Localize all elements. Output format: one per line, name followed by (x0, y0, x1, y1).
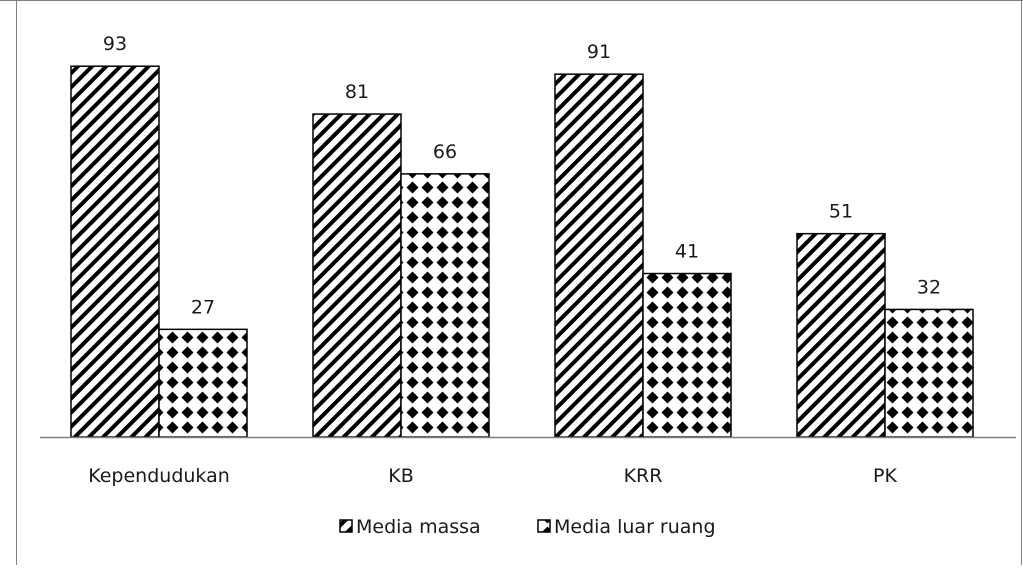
legend-label-media-luar-ruang: Media luar ruang (554, 516, 716, 538)
legend-swatch-media-luar-ruang (537, 519, 551, 533)
data-label-media-massa-pk: 51 (829, 201, 853, 223)
bar-media-luar-ruang-kb (400, 173, 490, 438)
data-labels-layer: 93 27 81 66 91 41 51 32 (103, 33, 941, 318)
x-tick-label-pk: PK (873, 465, 897, 487)
data-label-media-massa-krr: 91 (587, 41, 611, 63)
x-tick-label-kependudukan: Kependudukan (88, 465, 230, 487)
legend-swatch-media-massa (339, 519, 353, 533)
bar-media-massa-krr (554, 73, 644, 438)
bars-layer (70, 65, 974, 438)
x-axis: Kependudukan KB KRR PK (40, 436, 1016, 487)
bar-media-luar-ruang-kependudukan (158, 328, 248, 438)
bar-media-luar-ruang-krr (642, 272, 732, 438)
bar-media-massa-kependudukan (70, 65, 160, 438)
bar-media-massa-kb (312, 113, 402, 438)
data-label-media-luar-ruang-kb: 66 (433, 141, 457, 163)
x-tick-label-kb: KB (388, 465, 414, 487)
legend: Media massa Media luar ruang (339, 516, 716, 538)
data-label-media-luar-ruang-kependudukan: 27 (191, 296, 215, 318)
data-label-media-luar-ruang-pk: 32 (917, 276, 941, 298)
bar-media-massa-pk (796, 232, 886, 438)
legend-label-media-massa: Media massa (356, 516, 481, 538)
data-label-media-massa-kb: 81 (345, 81, 369, 103)
data-label-media-luar-ruang-krr: 41 (675, 241, 699, 263)
data-label-media-massa-kependudukan: 93 (103, 33, 127, 55)
bar-media-luar-ruang-pk (884, 308, 974, 438)
x-tick-label-krr: KRR (624, 465, 663, 487)
